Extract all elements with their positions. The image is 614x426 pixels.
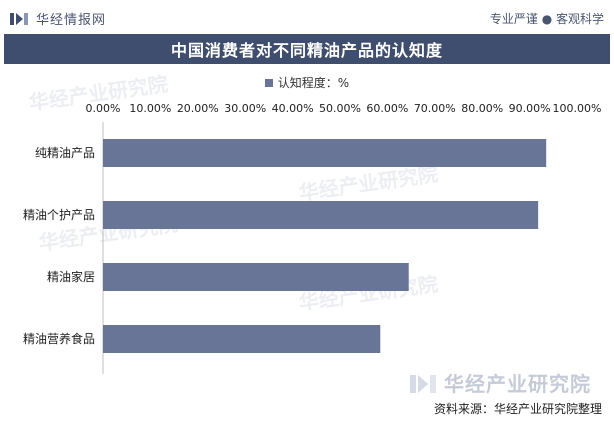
- footer-logo-icon: [410, 374, 436, 393]
- legend: 认知程度：%: [0, 74, 614, 91]
- category-label: 精油个护产品: [23, 208, 95, 222]
- x-tick-label: 40.00%: [272, 102, 314, 115]
- footer-logo-text: 华经产业研究院: [444, 372, 591, 396]
- x-tick-label: 70.00%: [414, 102, 456, 115]
- brand: 华经情报网: [10, 9, 106, 28]
- brand-name: 华经情报网: [36, 13, 107, 28]
- footer-logo: 华经产业研究院: [410, 368, 591, 397]
- x-tick-label: 20.00%: [177, 102, 219, 115]
- x-tick-label: 80.00%: [461, 102, 503, 115]
- category-label: 精油家居: [47, 269, 95, 284]
- legend-label: 认知程度：%: [277, 76, 350, 90]
- top-bar: 华经情报网 专业严谨 ● 客观科学: [0, 0, 614, 34]
- x-tick-label: 0.00%: [86, 102, 121, 115]
- category-label: 纯精油产品: [35, 146, 95, 160]
- brand-logo-icon: [10, 12, 28, 25]
- x-tick-label: 100.00%: [553, 102, 602, 115]
- watermark-text: 华经产业研究院: [297, 162, 439, 205]
- x-tick-label: 10.00%: [129, 102, 171, 115]
- chart-title: 中国消费者对不同精油产品的认知度: [4, 34, 610, 64]
- bar: [103, 139, 547, 167]
- source-note: 资料来源：华经产业研究院整理: [433, 402, 602, 416]
- x-tick-label: 90.00%: [509, 102, 551, 115]
- bar: [103, 201, 539, 229]
- x-tick-label: 60.00%: [366, 102, 408, 115]
- category-label: 精油营养食品: [23, 331, 95, 346]
- slogan: 专业严谨 ● 客观科学: [489, 12, 604, 26]
- bar: [103, 263, 409, 291]
- bar: [103, 325, 381, 353]
- x-tick-label: 30.00%: [224, 102, 266, 115]
- x-tick-label: 50.00%: [319, 102, 361, 115]
- legend-swatch: [264, 78, 273, 87]
